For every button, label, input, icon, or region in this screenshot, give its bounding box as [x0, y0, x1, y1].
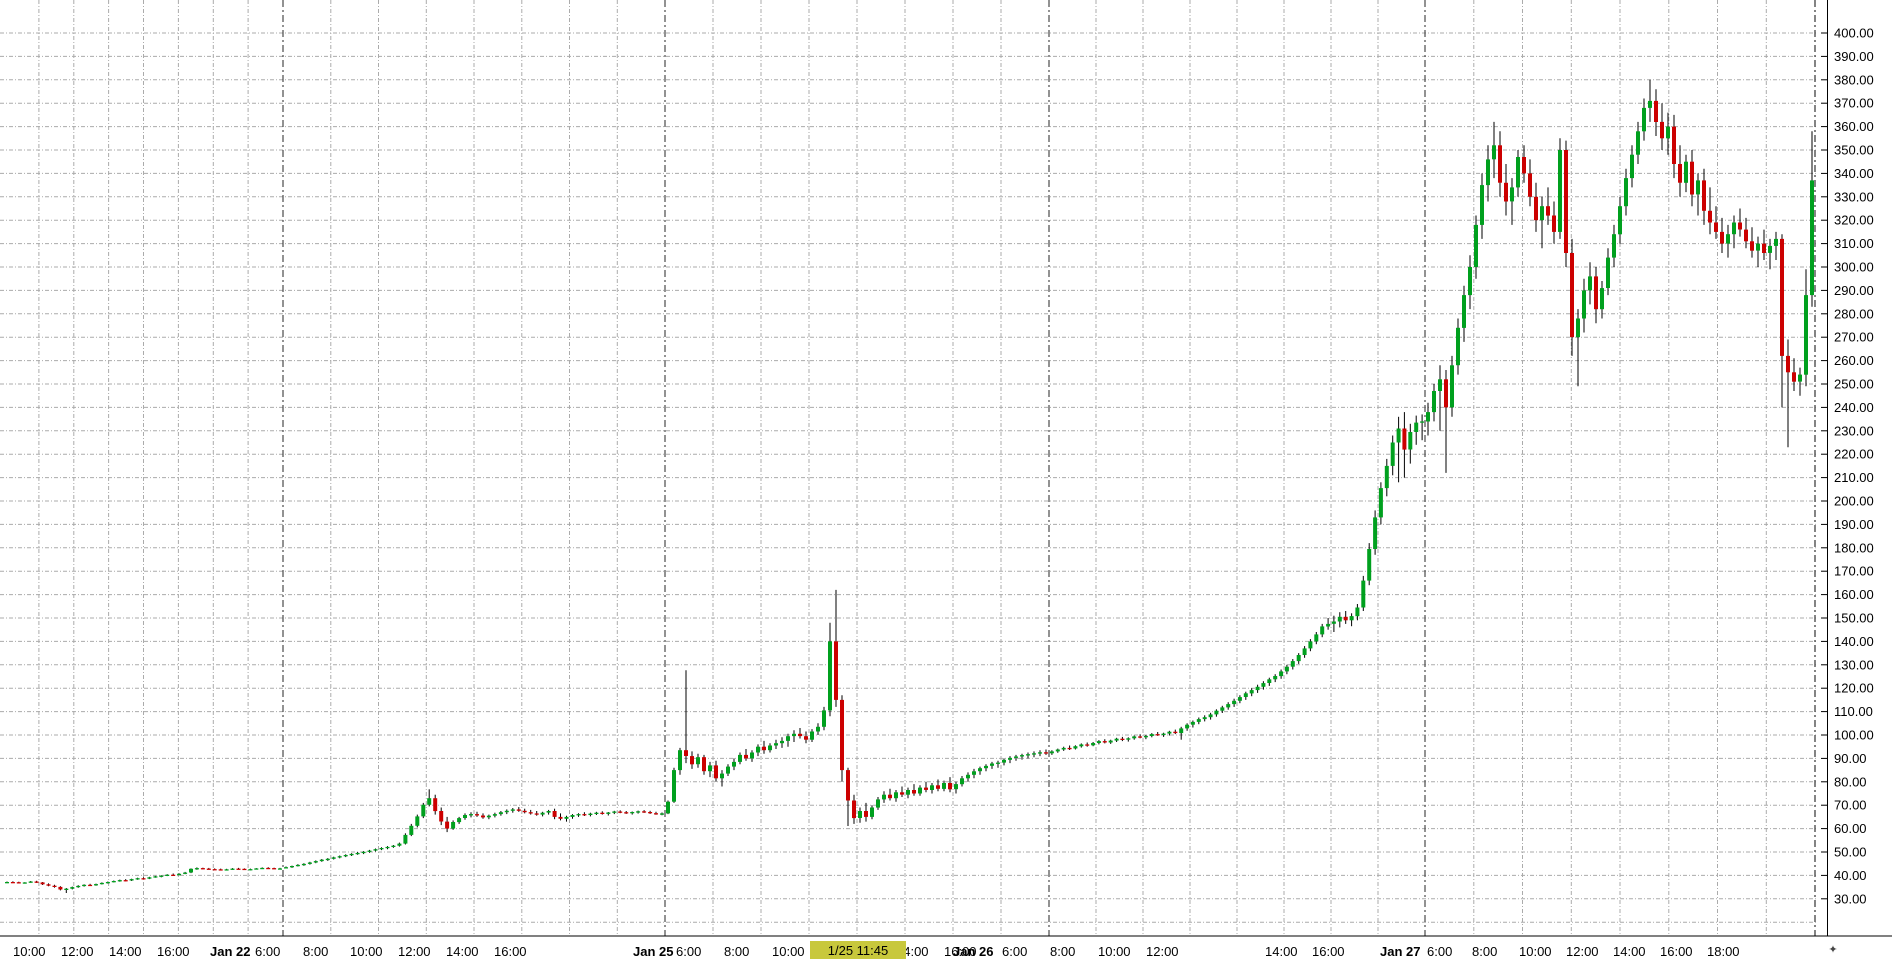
time-gridlines	[38, 0, 1767, 936]
price-tick-label: 80.00	[1834, 774, 1867, 789]
price-tick-label: 360.00	[1834, 119, 1874, 134]
time-tick-label: 6:00	[1427, 944, 1452, 959]
price-tick-label: 260.00	[1834, 353, 1874, 368]
price-tick-label: 310.00	[1834, 236, 1874, 251]
price-tick-label: 240.00	[1834, 400, 1874, 415]
date-label: Jan 22	[210, 944, 250, 959]
price-tick-label: 140.00	[1834, 634, 1874, 649]
candles	[5, 79, 1814, 893]
price-tick-label: 280.00	[1834, 306, 1874, 321]
price-tick-label: 220.00	[1834, 447, 1874, 462]
price-tick-label: 190.00	[1834, 517, 1874, 532]
date-label: Jan 27	[1380, 944, 1420, 959]
price-tick-label: 120.00	[1834, 681, 1874, 696]
time-tick-label: 12:00	[1146, 944, 1179, 959]
price-tick-label: 70.00	[1834, 798, 1867, 813]
time-tick-label: 8:00	[1050, 944, 1075, 959]
price-tick-label: 130.00	[1834, 657, 1874, 672]
time-tick-label: 18:00	[1707, 944, 1740, 959]
time-tick-label: 12:00	[398, 944, 431, 959]
price-tick-label: 160.00	[1834, 587, 1874, 602]
price-axis-area[interactable]	[1816, 0, 1892, 961]
price-tick-label: 250.00	[1834, 377, 1874, 392]
time-tick-label: 10:00	[1519, 944, 1552, 959]
price-tick-label: 150.00	[1834, 611, 1874, 626]
time-tick-label: 10:00	[13, 944, 46, 959]
time-tick-label: 6:00	[676, 944, 701, 959]
date-label: Jan 26	[953, 944, 993, 959]
time-tick-label: 6:00	[1002, 944, 1027, 959]
price-tick-label: 50.00	[1834, 845, 1867, 860]
price-tick-label: 300.00	[1834, 260, 1874, 275]
time-tick-label: 12:00	[1566, 944, 1599, 959]
price-tick-label: 110.00	[1834, 704, 1873, 719]
time-tick-label: 10:00	[350, 944, 383, 959]
time-tick-label: 8:00	[303, 944, 328, 959]
time-tick-label: 16:00	[157, 944, 190, 959]
time-axis-area[interactable]	[0, 937, 1892, 961]
price-tick-label: 90.00	[1834, 751, 1867, 766]
time-tick-label: 16:00	[1660, 944, 1693, 959]
price-tick-label: 270.00	[1834, 330, 1874, 345]
price-tick-label: 330.00	[1834, 189, 1874, 204]
price-tick-label: 290.00	[1834, 283, 1874, 298]
price-tick-label: 320.00	[1834, 213, 1874, 228]
time-tick-label: 10:00	[772, 944, 805, 959]
time-tick-label: 14:00	[1613, 944, 1646, 959]
price-tick-label: 210.00	[1834, 470, 1874, 485]
time-tick-label: 16:00	[944, 944, 977, 959]
price-tick-label: 170.00	[1834, 564, 1874, 579]
price-tick-label: 340.00	[1834, 166, 1874, 181]
price-tick-label: 370.00	[1834, 96, 1874, 111]
price-tick-label: 200.00	[1834, 494, 1874, 509]
crosshair-time-label: 1/25 11:45	[810, 941, 906, 959]
time-tick-label: 8:00	[724, 944, 749, 959]
time-tick-label: 10:00	[1098, 944, 1131, 959]
price-tick-label: 350.00	[1834, 143, 1874, 158]
time-tick-label: 14:00	[109, 944, 142, 959]
time-tick-label: 8:00	[1472, 944, 1497, 959]
day-separators	[282, 0, 1816, 936]
price-axis[interactable]: 400.00 390.00 380.00 370.00 360.00 350.00 340.…	[1821, 26, 1874, 907]
price-tick-label: 40.00	[1834, 868, 1867, 883]
time-tick-label: 16:00	[494, 944, 527, 959]
time-tick-label: 14:00	[1265, 944, 1298, 959]
date-label: Jan 25	[633, 944, 673, 959]
price-tick-label: 390.00	[1834, 49, 1874, 64]
price-tick-label: 230.00	[1834, 423, 1874, 438]
price-tick-label: 180.00	[1834, 540, 1874, 555]
price-tick-label: 60.00	[1834, 821, 1867, 836]
time-tick-label: 6:00	[255, 944, 280, 959]
price-tick-label: 30.00	[1834, 891, 1867, 906]
time-tick-label: 12:00	[61, 944, 94, 959]
axis-corner-marker[interactable]: ✦	[1828, 943, 1838, 956]
price-tick-label: 380.00	[1834, 72, 1874, 87]
time-tick-label: 16:00	[1312, 944, 1345, 959]
price-tick-label: 100.00	[1834, 728, 1874, 743]
time-tick-label: 14:00	[446, 944, 479, 959]
price-tick-label: 400.00	[1834, 26, 1874, 41]
